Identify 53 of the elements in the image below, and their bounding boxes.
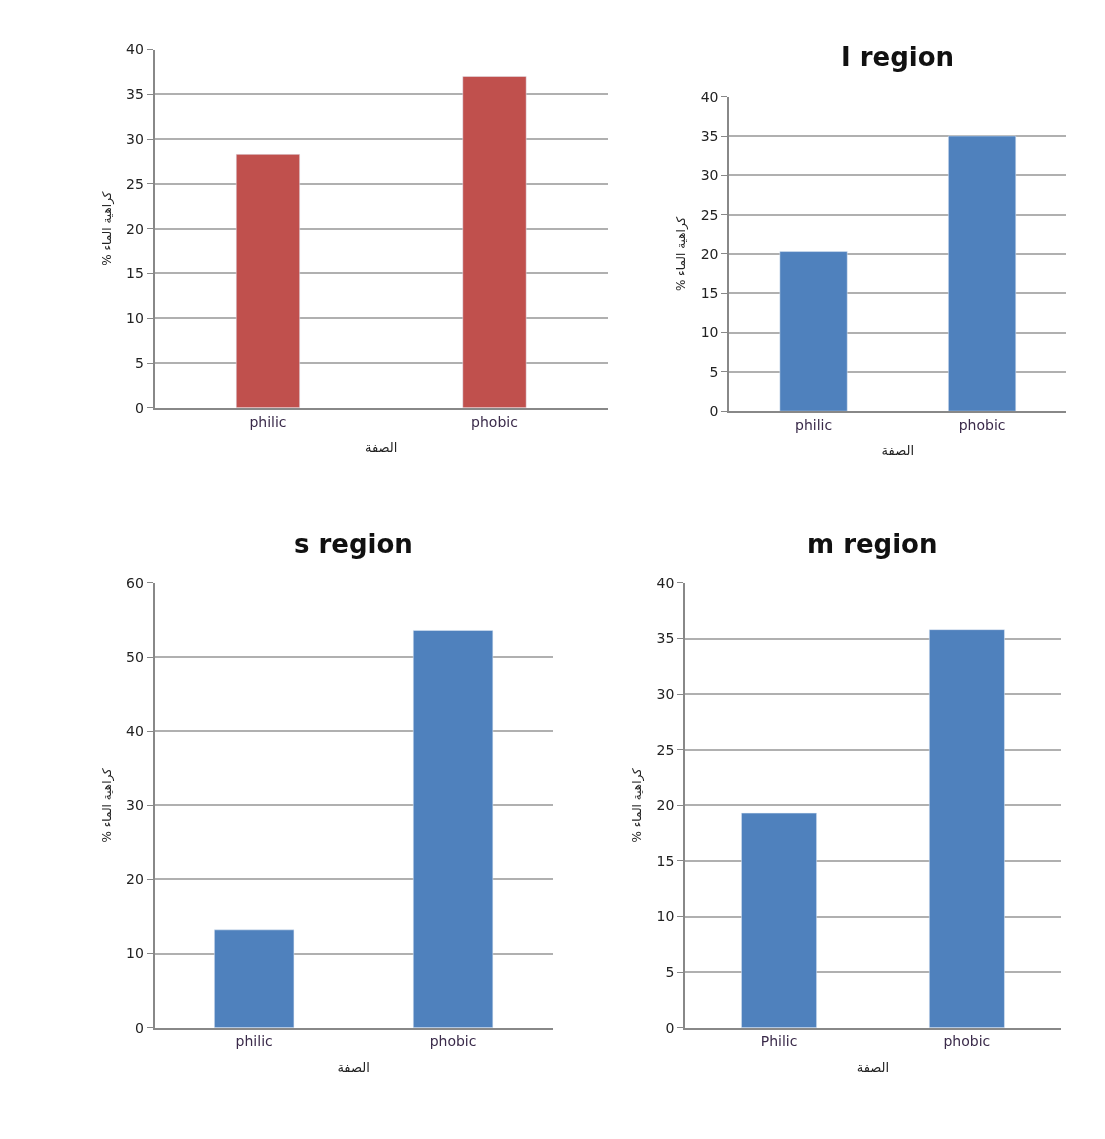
y-tick-label: 10 bbox=[126, 945, 144, 962]
chart-title: m region bbox=[807, 529, 938, 559]
y-tick-label: 50 bbox=[126, 649, 144, 665]
y-tick-label: 5 bbox=[134, 354, 144, 371]
y-tick-label: 15 bbox=[700, 285, 719, 302]
y-tick-label: 30 bbox=[656, 686, 675, 703]
y-tick-label: 60 bbox=[126, 574, 144, 591]
y-tick-label: 15 bbox=[656, 852, 675, 869]
y-tick-label: 35 bbox=[700, 127, 719, 144]
y-tick-label: 20 bbox=[700, 245, 719, 262]
chart-title: s region bbox=[294, 529, 413, 559]
y-tick-label: 25 bbox=[700, 206, 719, 223]
x-axis-title: الصفة bbox=[856, 1059, 890, 1075]
y-tick-label: 35 bbox=[656, 630, 675, 647]
y-tick-label: 35 bbox=[126, 86, 144, 103]
y-tick-label: 20 bbox=[126, 871, 144, 888]
y-tick-label: 10 bbox=[656, 908, 675, 925]
y-tick-label: 25 bbox=[656, 741, 675, 758]
y-tick-label: 40 bbox=[126, 723, 144, 740]
y-tick-label: 20 bbox=[126, 220, 144, 237]
y-tick-label: 40 bbox=[656, 574, 675, 591]
x-tick-label: phobic bbox=[471, 413, 518, 430]
y-tick-label: 5 bbox=[709, 363, 719, 380]
y-tick-label: 15 bbox=[126, 265, 144, 282]
chart-title: I region bbox=[841, 42, 955, 72]
x-tick-label: phobic bbox=[958, 416, 1006, 433]
y-tick-label: 30 bbox=[126, 797, 144, 814]
x-tick-label: philic bbox=[249, 413, 287, 430]
y-tick-label: 20 bbox=[656, 797, 675, 814]
x-tick-label: Philic bbox=[760, 1033, 798, 1050]
y-axis-title: % كراهية الماء bbox=[630, 767, 646, 843]
x-axis-title: الصفة bbox=[365, 439, 398, 455]
x-tick-label: philic bbox=[235, 1033, 273, 1050]
y-tick-label: 10 bbox=[126, 310, 144, 327]
x-tick-label: phobic bbox=[943, 1033, 991, 1050]
y-tick-label: 30 bbox=[700, 167, 719, 184]
y-axis-title: % كراهية الماء bbox=[99, 191, 115, 266]
y-tick-label: 0 bbox=[665, 1019, 675, 1036]
y-tick-label: 40 bbox=[700, 88, 719, 105]
y-tick-label: 0 bbox=[709, 403, 719, 420]
y-tick-label: 25 bbox=[126, 175, 144, 192]
y-tick-label: 10 bbox=[700, 324, 719, 341]
y-tick-label: 30 bbox=[126, 131, 144, 148]
y-axis-title: % كراهية الماء bbox=[99, 767, 115, 843]
y-tick-label: 5 bbox=[665, 964, 675, 980]
y-axis-title: % كراهية الماء bbox=[674, 216, 690, 292]
x-axis-title: الصفة bbox=[881, 443, 915, 459]
x-axis-title: الصفة bbox=[337, 1059, 370, 1075]
x-tick-label: phobic bbox=[429, 1033, 477, 1050]
y-tick-label: 40 bbox=[126, 41, 144, 58]
x-tick-label: philic bbox=[794, 416, 833, 433]
y-tick-label: 0 bbox=[134, 1019, 144, 1036]
y-tick-label: 0 bbox=[134, 399, 144, 416]
